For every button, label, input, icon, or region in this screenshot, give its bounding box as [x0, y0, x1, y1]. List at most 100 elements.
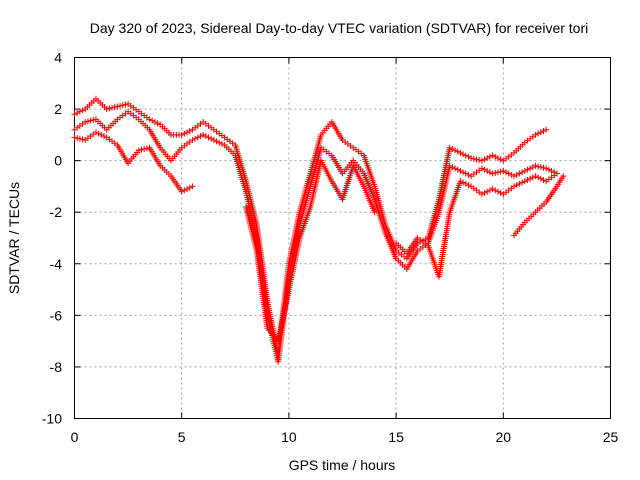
data-point — [449, 146, 456, 153]
data-point — [454, 148, 461, 155]
data-point — [489, 186, 496, 193]
data-point — [79, 107, 86, 114]
data-point — [473, 156, 480, 163]
data-point — [543, 126, 550, 133]
data-point — [71, 111, 78, 118]
data-point — [446, 144, 453, 151]
data-point — [508, 171, 515, 178]
data-point — [511, 173, 518, 180]
data-point — [95, 130, 102, 137]
data-point — [449, 164, 456, 171]
data-point — [535, 130, 542, 137]
data-point — [371, 209, 378, 216]
data-point — [521, 167, 528, 174]
data-point — [192, 135, 199, 142]
data-point — [194, 134, 201, 141]
data-point — [143, 145, 150, 152]
data-point — [478, 165, 485, 172]
data-point — [460, 151, 467, 158]
data-point — [470, 155, 477, 162]
data-point — [513, 171, 520, 178]
data-point — [205, 134, 212, 141]
data-point — [540, 127, 547, 134]
x-tick-label: 25 — [603, 429, 619, 445]
x-tick-label: 5 — [178, 429, 186, 445]
data-point — [82, 118, 89, 125]
data-point — [74, 109, 81, 116]
data-point — [202, 133, 209, 140]
data-point — [481, 166, 488, 173]
y-tick-label: -10 — [42, 411, 62, 427]
y-tick-label: -8 — [50, 359, 63, 375]
data-point — [540, 164, 547, 171]
data-point — [189, 183, 196, 190]
data-point — [210, 137, 217, 144]
series-track-4 — [511, 173, 567, 239]
data-point — [216, 139, 223, 146]
data-point — [465, 153, 472, 160]
data-point — [178, 131, 185, 138]
data-point — [540, 176, 547, 183]
data-point — [537, 175, 544, 182]
data-point — [446, 162, 453, 169]
y-tick-label: 0 — [54, 153, 62, 169]
data-point — [494, 188, 501, 195]
data-point — [484, 188, 491, 195]
data-point — [414, 240, 421, 247]
data-point — [484, 155, 491, 162]
data-point — [484, 167, 491, 174]
data-point — [543, 165, 550, 172]
y-tick-label: -2 — [50, 204, 63, 220]
data-point — [100, 133, 107, 140]
data-point — [103, 106, 110, 113]
data-point — [74, 135, 81, 142]
series-track-2 — [71, 108, 560, 365]
data-point — [71, 134, 78, 141]
data-point — [465, 182, 472, 189]
data-point — [532, 173, 539, 180]
data-point — [76, 108, 83, 115]
data-point — [529, 174, 536, 181]
data-point — [76, 135, 83, 142]
data-point — [516, 170, 523, 177]
y-tick-label: -6 — [50, 307, 63, 323]
data-point — [114, 103, 121, 110]
data-point — [149, 117, 156, 124]
y-tick-label: -4 — [50, 256, 63, 272]
x-tick-label: 15 — [388, 429, 404, 445]
data-point — [560, 173, 567, 180]
data-point — [476, 156, 483, 163]
data-point — [489, 170, 496, 177]
data-point — [527, 165, 534, 172]
data-point — [535, 174, 542, 181]
x-axis-label: GPS time / hours — [289, 457, 396, 473]
data-point — [218, 140, 225, 147]
data-point — [138, 146, 145, 153]
data-point — [213, 138, 220, 145]
data-point — [532, 131, 539, 138]
data-point — [122, 101, 129, 108]
data-point — [537, 129, 544, 136]
data-point — [154, 120, 161, 127]
data-point — [208, 135, 215, 142]
data-point — [454, 166, 461, 173]
data-point — [494, 155, 501, 162]
data-point — [90, 117, 97, 124]
data-point — [109, 104, 116, 111]
data-point — [200, 131, 207, 138]
y-axis-label: SDTVAR / TECUs — [6, 182, 22, 294]
data-point — [494, 169, 501, 176]
data-point — [135, 147, 142, 154]
data-point — [497, 168, 504, 175]
series-track-1 — [71, 95, 550, 358]
data-marks — [71, 95, 567, 365]
data-point — [106, 105, 113, 112]
data-point — [486, 169, 493, 176]
data-point — [519, 169, 526, 176]
data-point — [452, 147, 459, 154]
data-point — [462, 180, 469, 187]
data-point — [460, 169, 467, 176]
data-point — [468, 155, 475, 162]
data-point — [492, 153, 499, 160]
